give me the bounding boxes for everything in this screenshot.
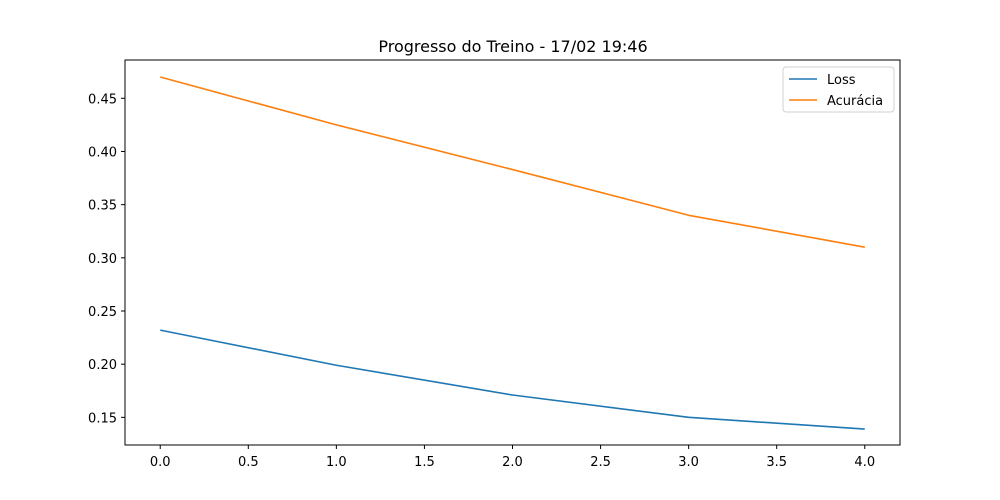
x-axis: 0.0 0.5 1.0 1.5 2.0 2.5 3.0 3.5 4.0 [150,445,875,470]
y-tick-label: 0.45 [88,92,117,107]
y-axis: 0.15 0.20 0.25 0.30 0.35 0.40 0.45 [88,92,125,426]
series-line-loss [160,329,865,430]
x-tick-label: 2.0 [502,455,523,470]
x-tick-label: 1.5 [414,455,435,470]
y-tick-label: 0.20 [88,358,117,373]
x-tick-label: 0.5 [238,455,259,470]
x-tick-label: 3.5 [766,455,787,470]
series-layer [160,76,865,430]
x-tick-label: 0.0 [150,455,171,470]
y-tick-label: 0.40 [88,145,117,160]
x-tick-label: 2.5 [590,455,611,470]
chart-title: Progresso do Treino - 17/02 19:46 [378,37,647,56]
x-tick-label: 3.0 [678,455,699,470]
x-tick-label: 4.0 [854,455,875,470]
legend-label: Acurácia [827,94,883,109]
legend-label: Loss [827,73,856,88]
series-line-acur-cia [160,76,865,248]
x-tick-label: 1.0 [326,455,347,470]
y-tick-label: 0.15 [88,411,117,426]
legend: Loss Acurácia [782,66,895,113]
y-tick-label: 0.30 [88,252,117,267]
y-tick-label: 0.35 [88,199,117,214]
y-tick-label: 0.25 [88,305,117,320]
